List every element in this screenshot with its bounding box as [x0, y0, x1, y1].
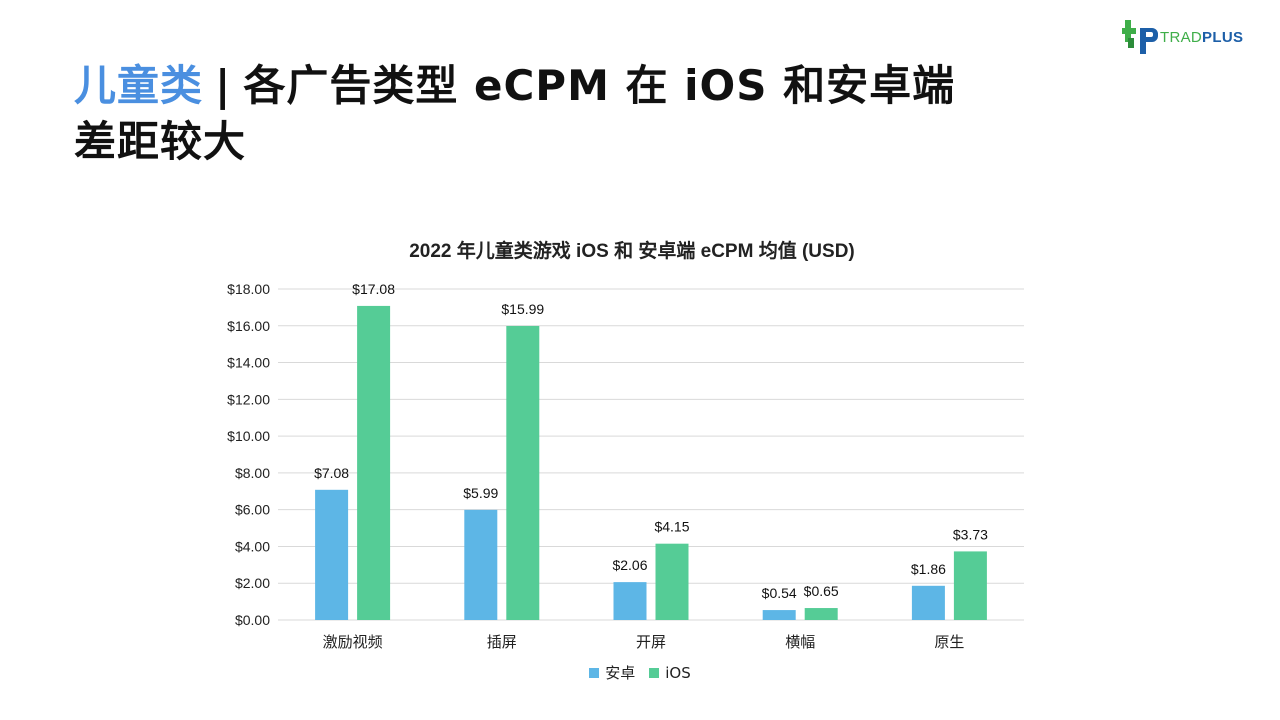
bar — [506, 325, 540, 620]
y-tick-label: $18.00 — [227, 281, 270, 297]
data-label: $7.08 — [314, 465, 349, 481]
data-label: $0.65 — [804, 583, 839, 599]
title-line1: 各广告类型 eCPM 在 iOS 和安卓端 — [243, 61, 956, 110]
data-label: $4.15 — [654, 519, 689, 535]
x-tick-label: 开屏 — [636, 633, 666, 651]
bar — [655, 543, 689, 620]
bar — [911, 585, 945, 620]
legend-item-ios: iOS — [649, 662, 691, 683]
bar — [464, 509, 498, 620]
brand-name: TRADPLUS — [1160, 28, 1244, 46]
title-line2: 差距较大 — [74, 117, 247, 166]
title-separator: | — [215, 61, 232, 110]
y-tick-label: $16.00 — [227, 318, 270, 334]
data-label: $5.99 — [463, 485, 498, 501]
y-tick-label: $2.00 — [235, 575, 270, 591]
brand-logo: TRADPLUS — [1122, 18, 1243, 56]
legend-swatch-ios — [649, 667, 660, 678]
bar — [953, 551, 987, 620]
data-label: $2.06 — [612, 557, 647, 573]
chart-title: 2022 年儿童类游戏 iOS 和 安卓端 eCPM 均值 (USD) — [409, 241, 855, 262]
data-label: $3.73 — [953, 526, 988, 542]
bar — [315, 489, 349, 620]
x-tick-label: 插屏 — [487, 633, 517, 651]
data-label: $17.08 — [352, 281, 395, 297]
y-tick-label: $4.00 — [235, 538, 270, 554]
title-highlight: 儿童类 — [74, 61, 204, 110]
legend-item-android: 安卓 — [589, 662, 635, 683]
bar — [613, 582, 647, 620]
data-label: $15.99 — [501, 301, 544, 317]
x-tick-label: 原生 — [934, 633, 964, 651]
bar — [357, 305, 391, 620]
legend-label-ios: iOS — [665, 663, 691, 682]
data-label: $1.86 — [911, 561, 946, 577]
tradplus-logo-icon — [1122, 20, 1158, 54]
y-tick-label: $14.00 — [227, 355, 270, 371]
data-label: $0.54 — [762, 585, 797, 601]
y-tick-label: $10.00 — [227, 428, 270, 444]
page-title: 儿童类 | 各广告类型 eCPM 在 iOS 和安卓端 差距较大 — [74, 58, 1074, 170]
legend-label-android: 安卓 — [605, 664, 636, 682]
y-tick-label: $0.00 — [235, 612, 270, 628]
legend-swatch-android — [589, 667, 600, 678]
chart-legend: 安卓 iOS — [0, 662, 1280, 683]
y-tick-label: $12.00 — [227, 391, 270, 407]
x-tick-label: 激励视频 — [323, 633, 383, 651]
bar — [804, 608, 838, 620]
bar — [762, 610, 796, 620]
x-tick-label: 横幅 — [785, 633, 815, 651]
y-tick-label: $8.00 — [235, 465, 270, 481]
y-tick-label: $6.00 — [235, 502, 270, 518]
